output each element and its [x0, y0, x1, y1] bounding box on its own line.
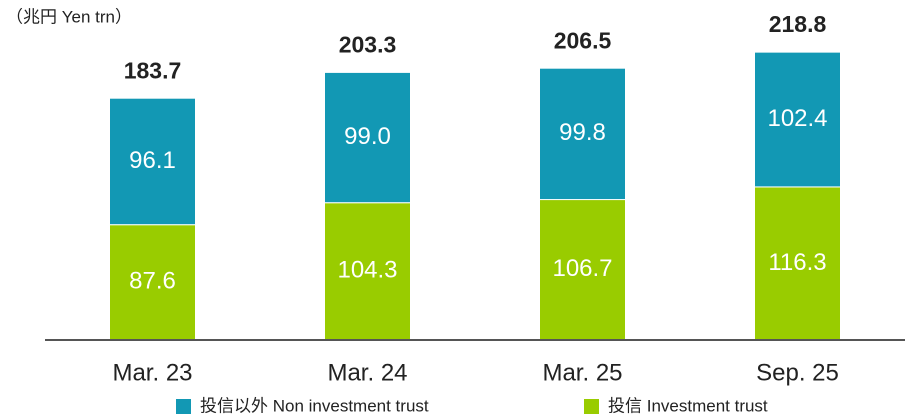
legend-label: 投信以外 Non investment trust — [200, 396, 429, 415]
bar-segment — [109, 97, 196, 226]
segment-label: 104.3 — [337, 257, 397, 284]
segment-label: 96.1 — [129, 147, 176, 174]
total-label: 183.7 — [124, 57, 182, 83]
bar-segment — [539, 199, 626, 341]
unit-label: （兆円 Yen trn） — [6, 7, 132, 26]
segment-label: 102.4 — [767, 105, 827, 132]
legend-swatch — [584, 399, 599, 414]
x-tick-label: Mar. 25 — [542, 359, 622, 386]
total-label: 218.8 — [769, 11, 827, 37]
segment-label: 106.7 — [552, 255, 612, 282]
bar-segment — [324, 71, 411, 204]
segment-label: 87.6 — [129, 268, 176, 295]
bar-segment — [109, 224, 196, 341]
segment-label: 99.0 — [344, 123, 391, 150]
segment-label: 116.3 — [768, 249, 826, 276]
segment-label: 99.8 — [559, 119, 606, 146]
x-tick-label: Mar. 23 — [112, 359, 192, 386]
total-label: 203.3 — [339, 31, 397, 57]
legend-label: 投信 Investment trust — [608, 396, 768, 415]
legend-swatch — [176, 399, 191, 414]
x-tick-label: Mar. 24 — [327, 359, 407, 386]
bar-segment — [754, 51, 841, 188]
bar-segment — [539, 67, 626, 201]
total-label: 206.5 — [554, 27, 612, 53]
x-tick-label: Sep. 25 — [756, 359, 839, 386]
